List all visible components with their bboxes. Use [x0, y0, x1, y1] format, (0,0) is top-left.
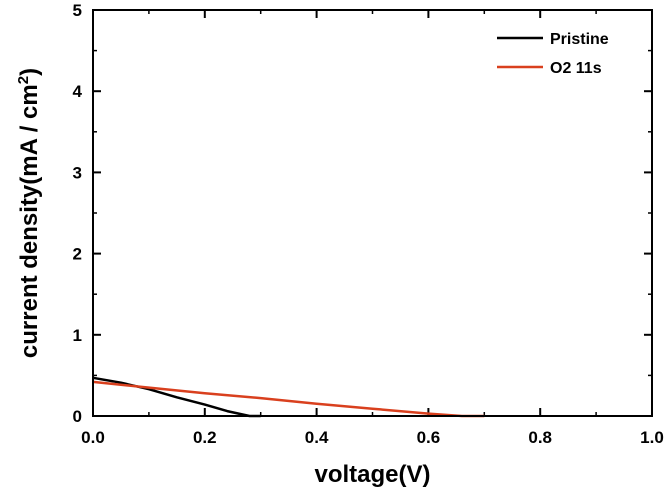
x-tick-label: 0.0 — [81, 428, 105, 447]
legend: Pristine O2 11s — [497, 31, 609, 77]
y-tick-labels: 0 1 2 3 4 5 — [73, 1, 83, 426]
y-axis-title-suffix: ) — [16, 68, 43, 76]
x-tick-label: 0.4 — [305, 428, 329, 447]
y-axis-title: current density(mA / cm2) — [15, 68, 43, 358]
legend-label-1: O2 11s — [550, 60, 602, 77]
x-tick-label: 0.8 — [528, 428, 552, 447]
y-axis-title-superscript: 2 — [15, 76, 32, 84]
x-tick-label: 0.6 — [417, 428, 441, 447]
legend-label-0: Pristine — [550, 31, 609, 48]
plot-frame — [92, 9, 653, 417]
y-tick-label: 4 — [73, 82, 83, 101]
y-tick-label: 1 — [73, 326, 82, 345]
series-line-1 — [92, 380, 485, 418]
y-tick-label: 3 — [73, 163, 82, 182]
x-tick-labels: 0.0 0.2 0.4 0.6 0.8 1.0 — [81, 428, 664, 447]
y-tick-label: 0 — [73, 407, 82, 426]
y-tick-label: 5 — [73, 1, 82, 20]
y-axis-title-main: current density(mA / cm — [16, 84, 43, 358]
x-tick-label: 1.0 — [640, 428, 664, 447]
series-layer — [92, 376, 485, 418]
x-axis-title: voltage(V) — [314, 461, 430, 488]
x-tick-label: 0.2 — [193, 428, 217, 447]
y-tick-label: 2 — [73, 245, 82, 264]
